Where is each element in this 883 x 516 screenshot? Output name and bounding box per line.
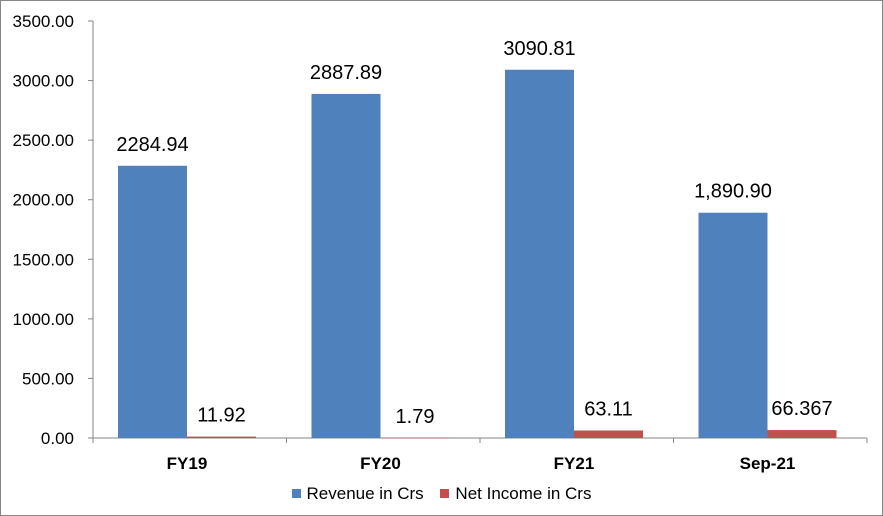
revenue-data-label: 2284.94 (116, 134, 188, 156)
y-tick-label: 2000.00 (13, 191, 74, 210)
revenue-data-label: 1,890.90 (694, 181, 772, 203)
y-tick-label: 0.00 (41, 429, 74, 448)
x-category-label: Sep-21 (740, 454, 796, 473)
net-income-data-label: 11.92 (197, 405, 246, 427)
x-category-label: FY20 (360, 454, 401, 473)
legend: Revenue in Crs Net Income in Crs (0, 483, 883, 504)
legend-swatch-net-income (440, 489, 450, 498)
revenue-bar (698, 212, 768, 438)
net-income-data-label: 66.367 (771, 398, 832, 420)
net-income-bar (574, 430, 643, 438)
net-income-bar (767, 430, 837, 438)
revenue-bar (118, 165, 187, 438)
y-tick-label: 1500.00 (13, 250, 74, 269)
net-income-data-label: 1.79 (396, 406, 435, 428)
legend-item-revenue: Revenue in Crs (291, 483, 424, 504)
net-income-bar (187, 436, 256, 438)
y-tick-label: 3000.00 (13, 72, 74, 91)
y-tick-label: 2500.00 (13, 131, 74, 150)
legend-swatch-revenue (291, 489, 301, 498)
x-category-label: FY21 (554, 454, 595, 473)
y-tick-label: 1000.00 (13, 310, 74, 329)
net-income-bar (380, 437, 450, 439)
revenue-bar (311, 93, 381, 439)
revenue-bar (505, 69, 574, 438)
y-tick-label: 3500.00 (13, 12, 74, 31)
y-tick-label: 500.00 (22, 369, 74, 388)
revenue-data-label: 3090.81 (503, 38, 575, 60)
x-category-label: FY19 (167, 454, 208, 473)
legend-label-net-income: Net Income in Crs (455, 483, 592, 503)
revenue-data-label: 2887.89 (310, 62, 382, 84)
legend-label-revenue: Revenue in Crs (306, 483, 424, 503)
legend-item-net-income: Net Income in Crs (440, 484, 591, 504)
net-income-data-label: 63.11 (584, 398, 633, 420)
